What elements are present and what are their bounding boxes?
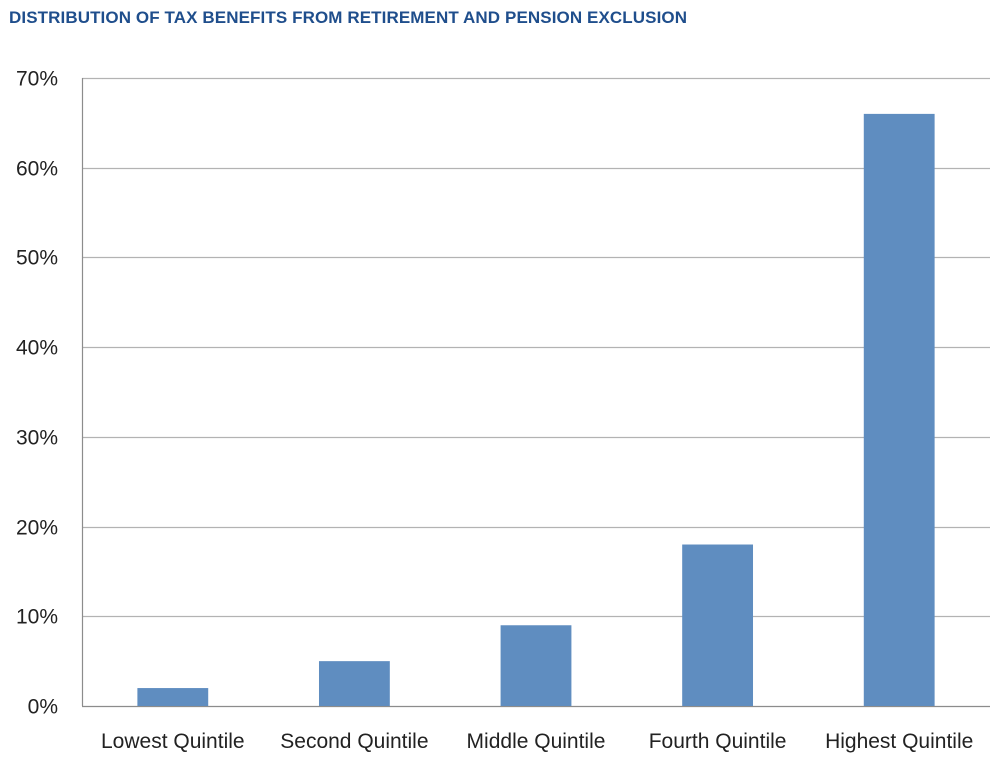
bars xyxy=(137,113,935,706)
bar xyxy=(318,661,390,706)
y-tick-labels: 0% 10% 20% 30% 40% 50% 60% 70% xyxy=(16,68,58,719)
y-tick-label: 10% xyxy=(16,606,58,629)
axes xyxy=(81,78,990,708)
y-tick-label: 40% xyxy=(16,337,58,360)
x-tick-labels: Lowest Quintile Second Quintile Middle Qui… xyxy=(101,730,973,753)
y-tick-label: 50% xyxy=(16,247,58,270)
x-tick-label: Fourth Quintile xyxy=(649,730,787,753)
gridlines xyxy=(82,77,990,618)
bar xyxy=(682,544,754,706)
y-tick-label: 60% xyxy=(16,158,58,181)
bar xyxy=(500,625,572,706)
x-tick-label: Middle Quintile xyxy=(467,730,606,753)
x-tick-label: Highest Quintile xyxy=(825,730,973,753)
y-tick-label: 20% xyxy=(16,517,58,540)
x-tick-label: Second Quintile xyxy=(280,730,428,753)
bar xyxy=(137,688,209,706)
y-tick-label: 30% xyxy=(16,427,58,450)
y-tick-label: 70% xyxy=(16,68,58,91)
chart-title: DISTRIBUTION OF TAX BENEFITS FROM RETIRE… xyxy=(9,8,688,27)
x-tick-label: Lowest Quintile xyxy=(101,730,245,753)
y-tick-label: 0% xyxy=(28,696,58,719)
bar xyxy=(863,113,935,706)
